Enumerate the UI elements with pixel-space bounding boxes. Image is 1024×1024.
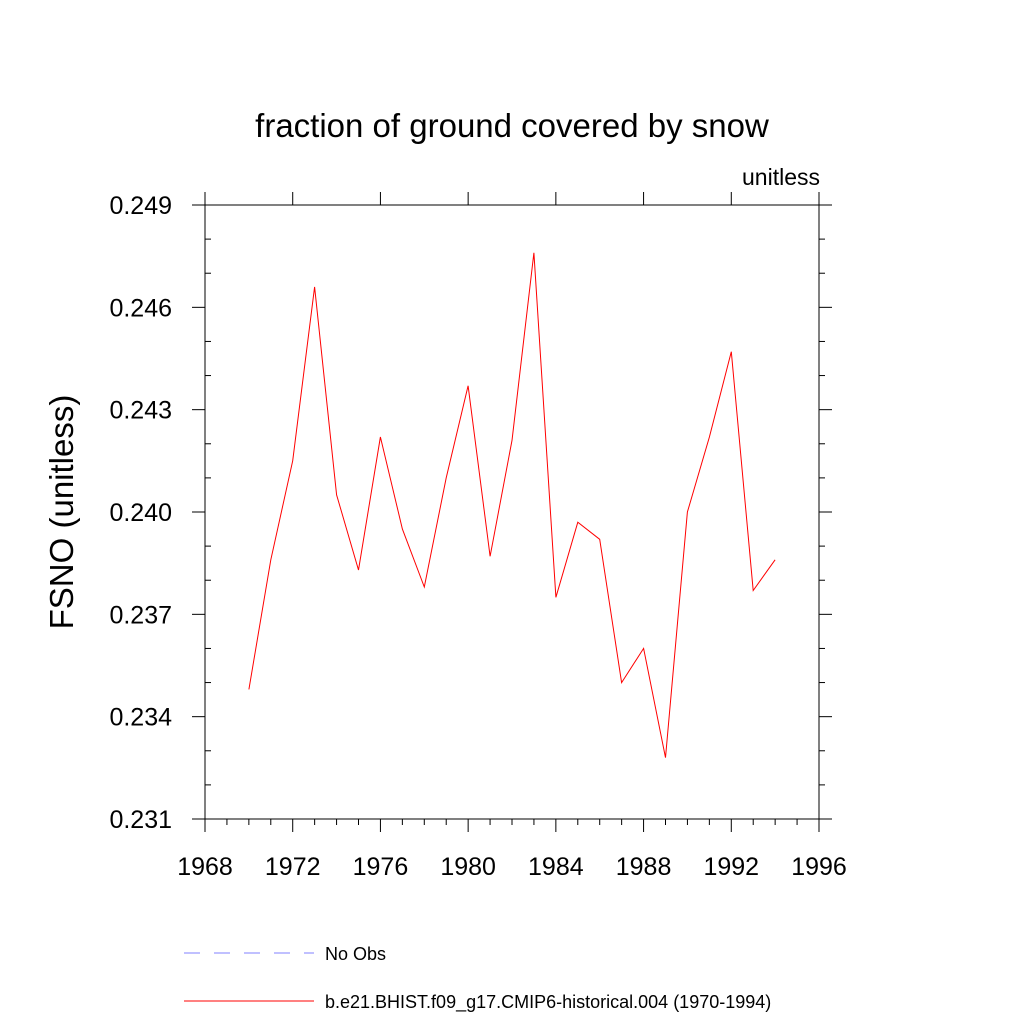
legend-label-0: No Obs bbox=[325, 944, 386, 964]
tick-labels: 1968 1972 1976 1980 1984 1988 1992 1996 0.231 0.2… bbox=[109, 192, 846, 881]
x-tick-label: 1968 bbox=[177, 853, 233, 881]
y-tick-label: 0.243 bbox=[109, 397, 172, 425]
y-tick-label: 0.234 bbox=[109, 704, 172, 732]
legend-label-1: b.e21.BHIST.f09_g17.CMIP6-historical.004… bbox=[325, 992, 771, 1013]
x-tick-label: 1992 bbox=[703, 853, 759, 881]
legend: No Obs b.e21.BHIST.f09_g17.CMIP6-historic… bbox=[184, 944, 771, 1013]
x-tick-label: 1988 bbox=[616, 853, 672, 881]
x-tick-label: 1976 bbox=[353, 853, 409, 881]
y-tick-label: 0.249 bbox=[109, 192, 172, 220]
series-layer bbox=[248, 252, 776, 758]
plot-frame bbox=[204, 204, 820, 820]
y-tick-label: 0.240 bbox=[109, 499, 172, 527]
x-tick-label: 1972 bbox=[265, 853, 321, 881]
y-tick-label: 0.237 bbox=[109, 601, 172, 629]
axis-ticks bbox=[192, 192, 832, 832]
y-tick-label: 0.231 bbox=[109, 806, 172, 834]
chart-title: fraction of ground covered by snow bbox=[255, 107, 769, 144]
series-line-0 bbox=[248, 252, 776, 758]
units-label: unitless bbox=[742, 164, 820, 190]
y-tick-label: 0.246 bbox=[109, 294, 172, 322]
x-tick-label: 1980 bbox=[440, 853, 496, 881]
x-tick-label: 1984 bbox=[528, 853, 584, 881]
y-axis-label: FSNO (unitless) bbox=[43, 395, 80, 630]
x-tick-label: 1996 bbox=[791, 853, 847, 881]
